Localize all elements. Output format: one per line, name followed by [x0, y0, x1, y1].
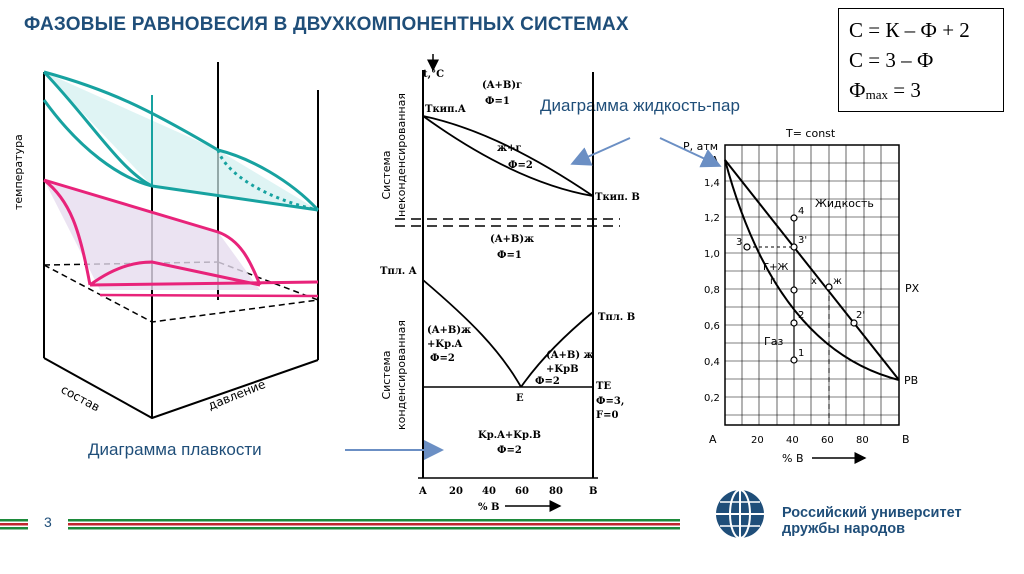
liq-vap-region-label: ж+г — [497, 143, 522, 154]
point-3: 3 — [736, 237, 742, 248]
t-melt-b-label: Tпл. B — [598, 312, 635, 323]
point-1: 1 — [798, 348, 804, 359]
side-label-bottom-2: конденсированная — [395, 320, 408, 430]
formula-box: C = К – Ф + 2 C = 3 – Ф Фmax = 3 — [838, 8, 1004, 112]
t-boil-a-label: Tкип.A — [425, 104, 466, 115]
right-xtick-2: 40 — [786, 435, 799, 446]
point-4: 4 — [798, 206, 804, 217]
gas-label: Газ — [764, 335, 783, 348]
left-phi: Ф=2 — [430, 353, 455, 364]
liquid-phi-label: Ф=1 — [497, 250, 522, 261]
university-name: Российский университет дружбы народов — [782, 505, 962, 537]
y-tick-0: 1,4 — [704, 178, 720, 189]
t-boil-b-label: Tкип. B — [595, 192, 640, 203]
liquid-region-label: (A+B)ж — [490, 234, 534, 245]
side-label-top-1: Система — [380, 150, 393, 199]
point-3p: 3' — [798, 235, 807, 246]
t-axis-label: t,°C — [423, 69, 444, 80]
right-x-label: % B — [782, 452, 804, 465]
formula-rest: = 3 — [887, 78, 921, 102]
eutectic-point-label: E — [516, 393, 524, 404]
y-tick-2: 1,0 — [704, 249, 720, 260]
mid-xtick-0: A — [418, 486, 427, 497]
left-region-2: +Kр.A — [427, 339, 463, 350]
university-line-2: дружбы народов — [782, 521, 906, 537]
mid-x-label: % B — [478, 502, 499, 513]
solid-phi-label: Ф=2 — [497, 445, 522, 456]
right-region-1: (A+B) ж — [546, 350, 594, 361]
slide-number: 3 — [44, 514, 52, 530]
liq-vap-phi-label: Ф=2 — [508, 160, 533, 171]
zh-label: ж — [833, 276, 842, 287]
t-e-label: TE — [596, 381, 611, 392]
point-2: 2 — [798, 310, 804, 321]
caption-melting: Диаграмма плавкости — [88, 440, 262, 459]
university-line-1: Российский университет — [782, 505, 962, 521]
y-tick-6: 0,2 — [704, 393, 720, 404]
t-const-label: T= const — [785, 127, 836, 140]
right-xtick-0: A — [709, 433, 717, 446]
y-tick-3: 0,8 — [704, 285, 720, 296]
t-e-f-label: F=0 — [596, 410, 618, 421]
formula-line-1: C = К – Ф + 2 — [849, 18, 970, 42]
mid-xtick-1: 20 — [449, 486, 463, 497]
diagram-3d: температура состав давление — [12, 62, 320, 420]
diagram-liquid-vapor: T= const P, атм PA PX PB 1,4 1,2 1,0 0,8… — [683, 127, 920, 465]
formula-line-2: C = 3 – Ф — [849, 48, 934, 72]
t-e-phi-label: Ф=3, — [596, 396, 624, 407]
footer-stripes — [0, 519, 680, 530]
left-region-1: (A+B)ж — [427, 325, 471, 336]
right-phi: Ф=2 — [535, 376, 560, 387]
two-phase-1: Г+Ж — [763, 262, 788, 273]
px-label: PX — [905, 282, 920, 295]
page-title: ФАЗОВЫЕ РАВНОВЕСИЯ В ДВУХКОМПОНЕНТНЫХ СИ… — [24, 14, 629, 35]
liquid-label: Жидкость — [815, 197, 874, 210]
y-tick-4: 0,6 — [704, 321, 720, 332]
university-logo-icon — [716, 489, 764, 539]
point-2p: 2' — [856, 310, 865, 321]
vapor-phi-label: Ф=1 — [485, 96, 510, 107]
right-xtick-5: B — [902, 433, 910, 446]
formula-max: max — [865, 87, 888, 102]
pb-label: PB — [904, 374, 918, 387]
caption-liquid-vapor: Диаграмма жидкость-пар — [540, 96, 740, 115]
solid-region-label: Kр.A+Kр.B — [478, 430, 541, 441]
x-point-label: x — [811, 276, 817, 287]
formula-phi: Ф — [849, 78, 866, 102]
mid-xtick-4: 80 — [549, 486, 563, 497]
mid-xtick-2: 40 — [482, 486, 496, 497]
mid-xtick-5: B — [589, 486, 597, 497]
formula-line-3: Фmax = 3 — [849, 75, 1003, 110]
right-xtick-4: 80 — [856, 435, 869, 446]
vapor-region-label: (A+B)г — [482, 80, 522, 91]
mid-xtick-3: 60 — [515, 486, 529, 497]
two-phase-2: г — [770, 276, 775, 287]
t-melt-a-label: Tпл. A — [380, 266, 417, 277]
arrow-to-right — [659, 137, 722, 168]
diagram-melting-boiling: t,°C (A+B)г Ф=1 Tкип.A ж+г Ф=2 Tкип. B (… — [380, 54, 640, 513]
right-xtick-3: 60 — [821, 435, 834, 446]
side-label-bottom-1: Система — [380, 350, 393, 399]
axis-temperature-label: температура — [12, 134, 25, 210]
right-xtick-1: 20 — [751, 435, 764, 446]
y-tick-5: 0,4 — [704, 357, 720, 368]
y-tick-1: 1,2 — [704, 213, 720, 224]
side-label-top-2: неконденсированная — [395, 93, 408, 217]
arrow-to-middle — [570, 137, 631, 166]
right-region-2: +KрB — [546, 364, 579, 375]
